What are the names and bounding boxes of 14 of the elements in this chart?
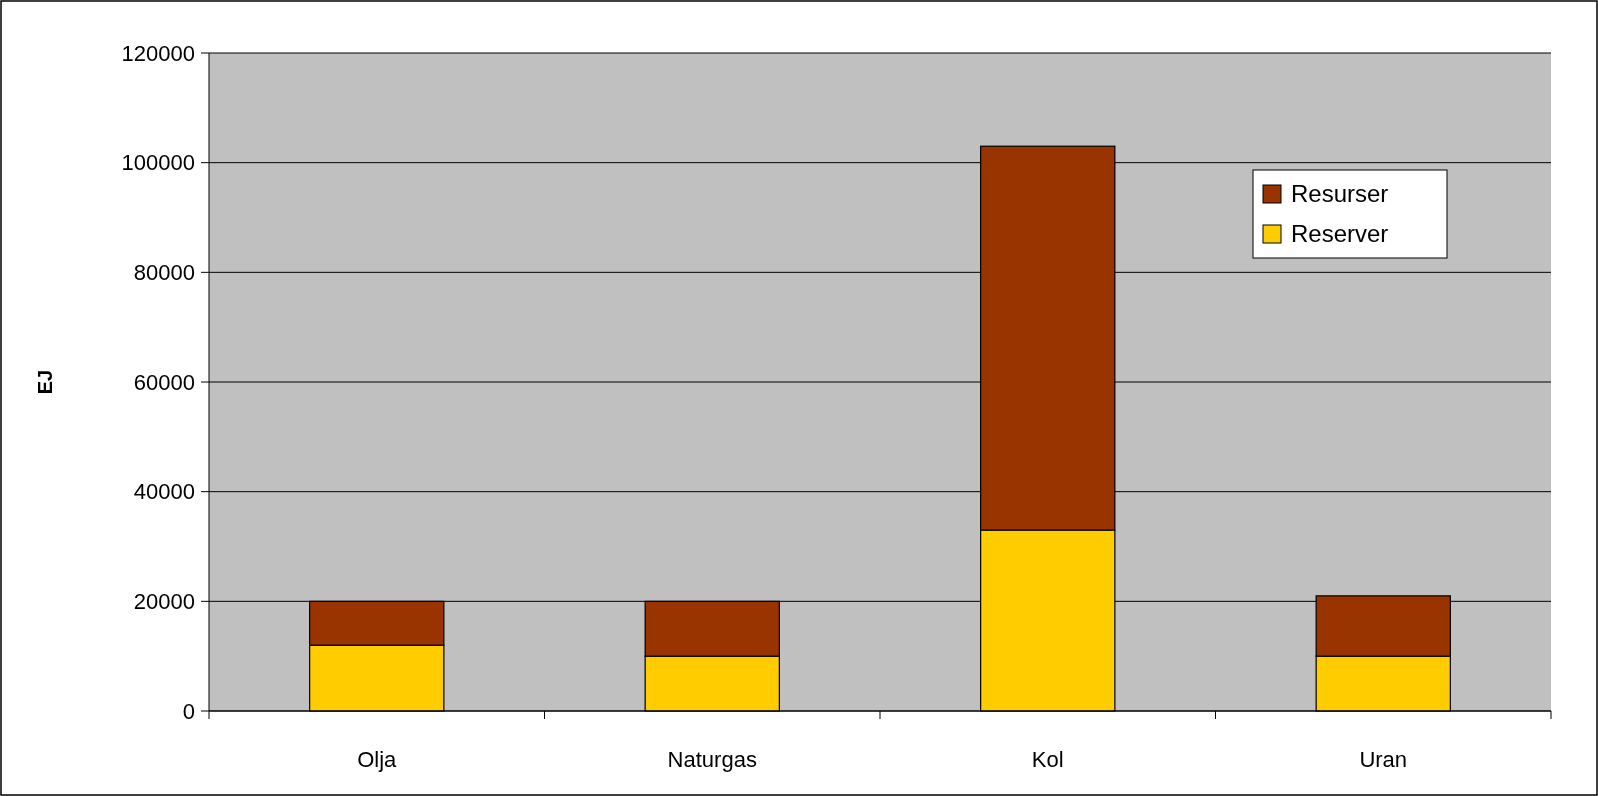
y-tick-label: 100000 (121, 150, 195, 176)
y-tick-label: 0 (182, 698, 195, 724)
y-axis-title: EJ (34, 369, 56, 395)
y-tick-label: 60000 (133, 369, 195, 395)
x-tick-label: Naturgas (667, 747, 757, 772)
x-tick-label: Uran (1359, 747, 1408, 772)
legend-label: Resurser (1291, 180, 1389, 208)
legend-label: Reserver (1291, 220, 1389, 248)
y-tick-label: 20000 (133, 589, 195, 615)
y-tick-label: 80000 (133, 260, 195, 286)
y-tick-label: 40000 (133, 479, 195, 505)
y-tick-label: 120000 (121, 40, 195, 66)
x-tick-label: Kol (1031, 747, 1064, 772)
x-tick-label: Olja (357, 747, 398, 772)
